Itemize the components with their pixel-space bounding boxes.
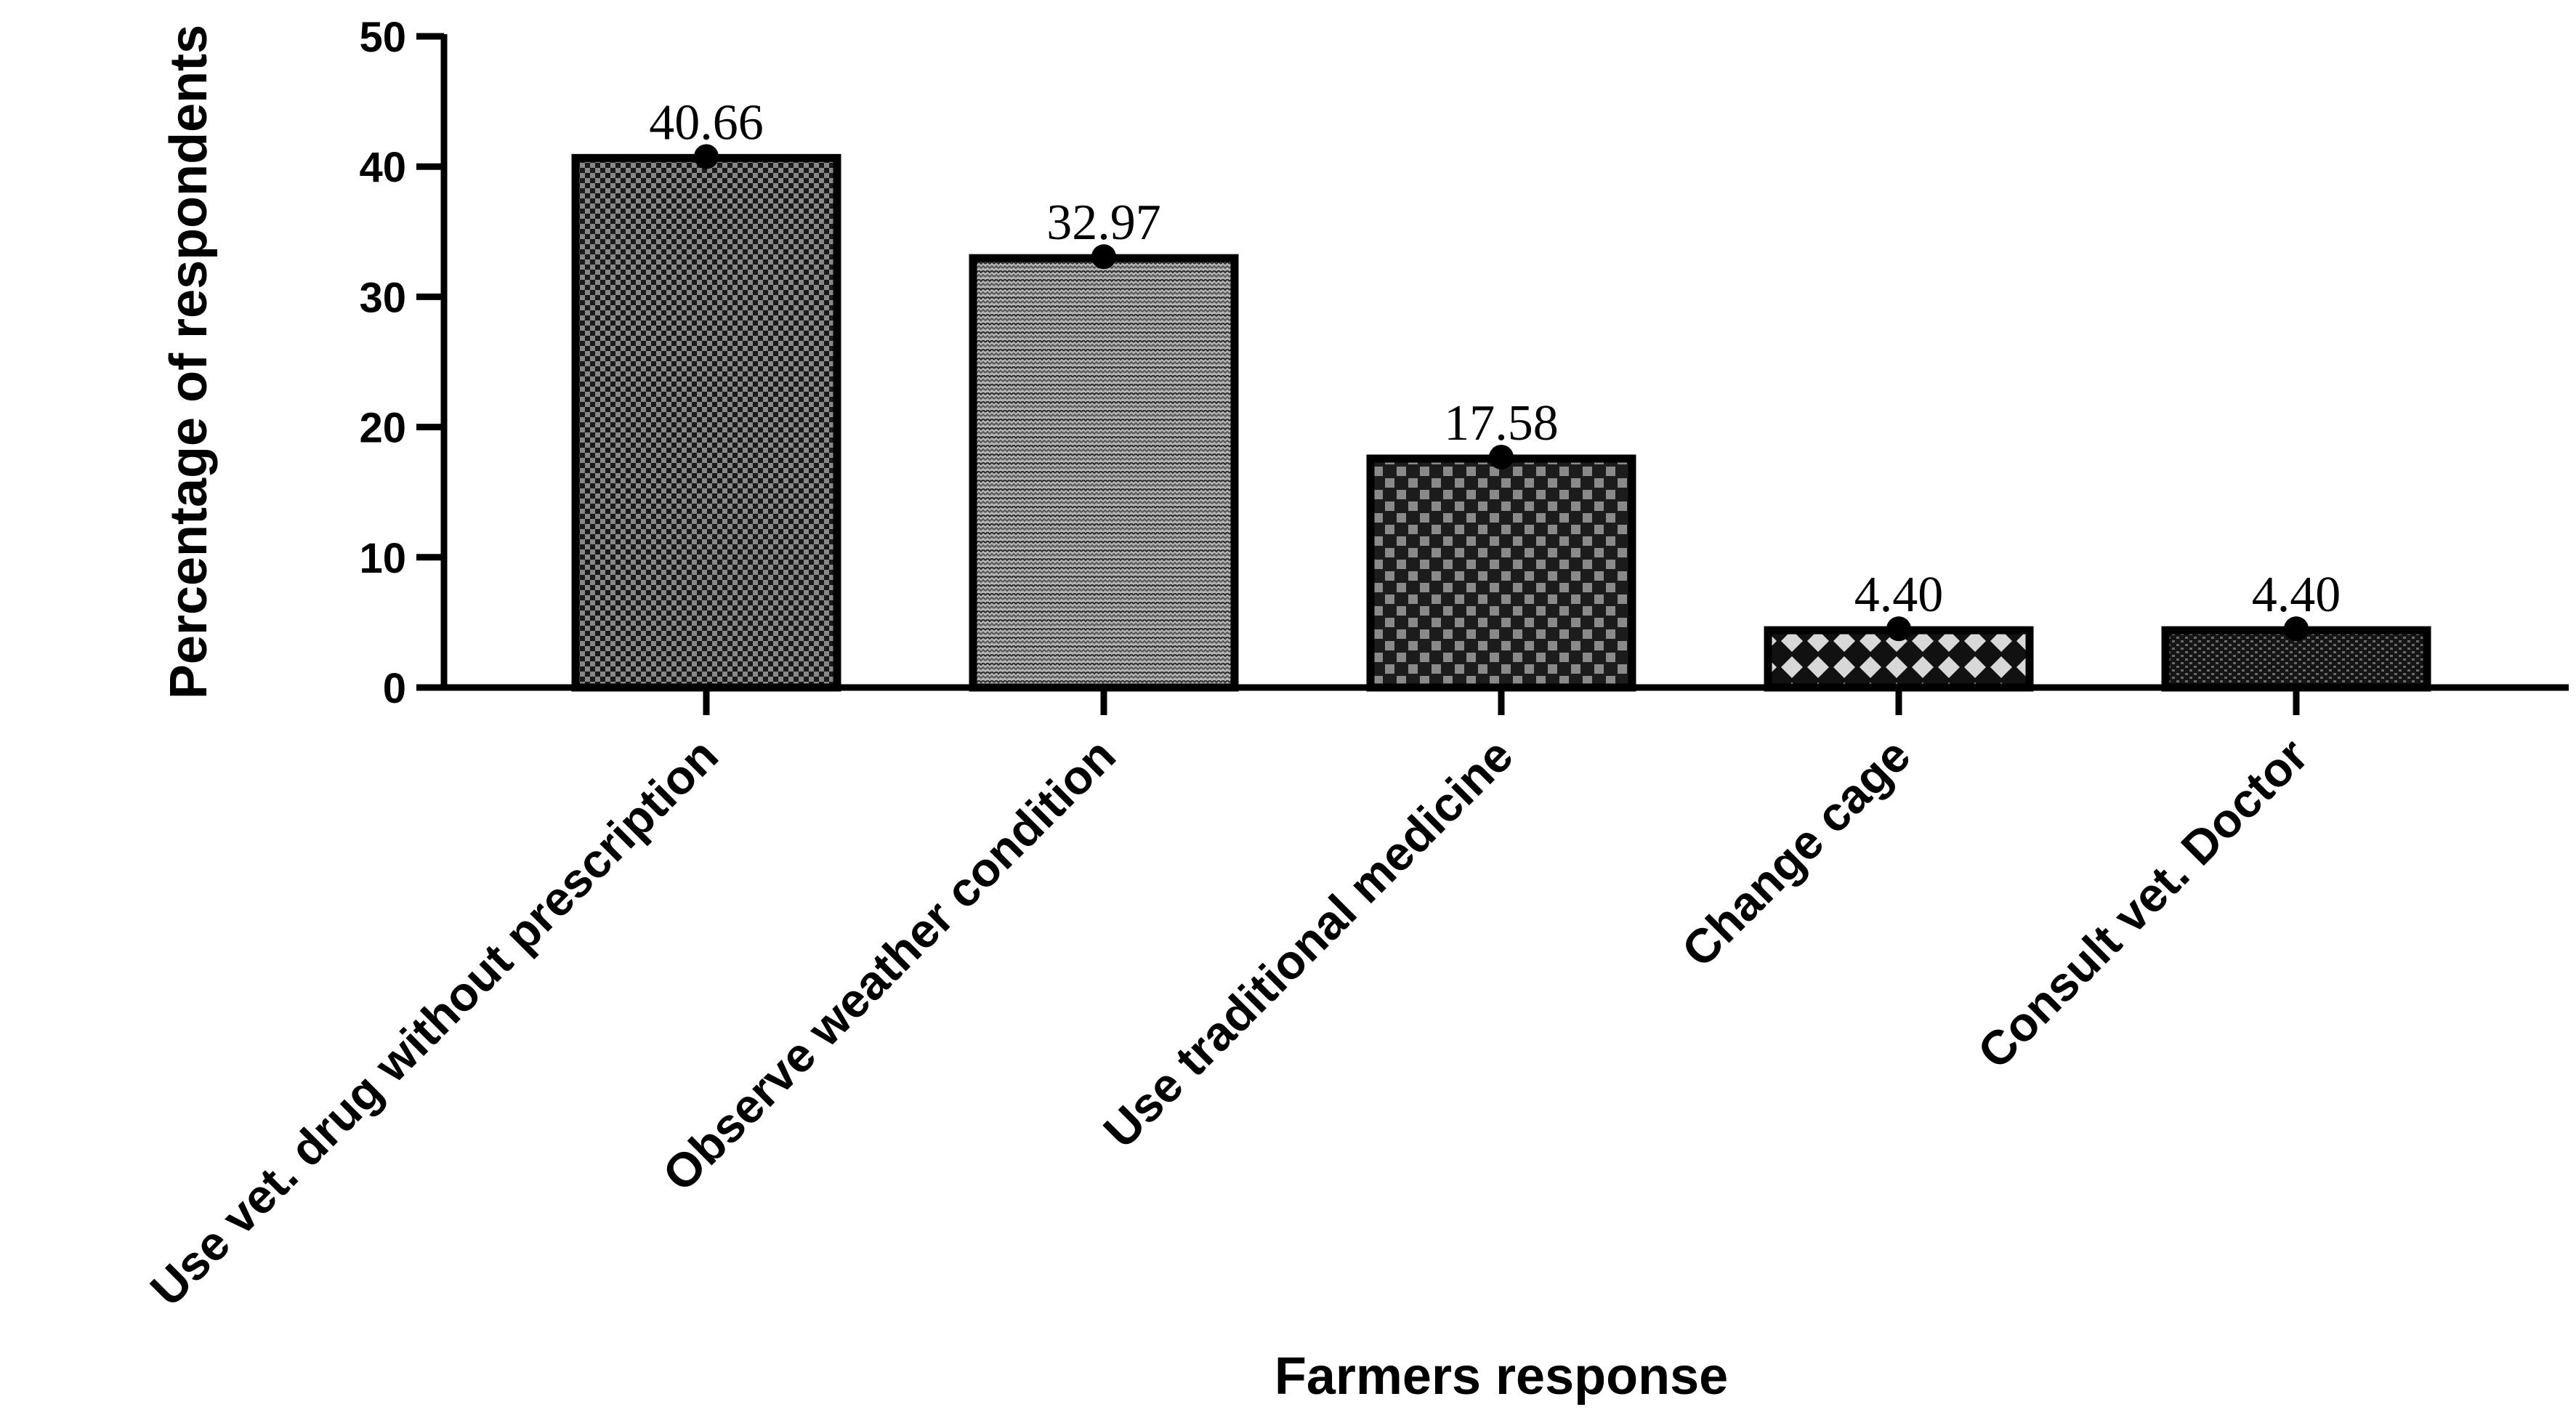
y-tick-label: 10	[359, 535, 406, 582]
data-label: 17.58	[1444, 395, 1559, 451]
x-tick-label: Change cage	[1671, 728, 1921, 977]
x-tick-label: Use vet. drug without prescription	[140, 728, 727, 1316]
y-tick-label: 20	[359, 405, 406, 452]
bar	[571, 153, 841, 692]
y-tick-label: 50	[359, 14, 406, 61]
y-tick-label: 30	[359, 274, 406, 321]
data-label: 40.66	[649, 94, 764, 150]
x-tick-label: Consult vet. Doctor	[1967, 728, 2318, 1079]
x-tick-label: Use traditional medicine	[1093, 728, 1523, 1158]
x-tick-label: Observe weather condition	[652, 728, 1125, 1201]
data-point	[1489, 444, 1514, 469]
data-point	[1886, 616, 1911, 642]
data-label: 32.97	[1046, 195, 1161, 251]
bar	[1366, 454, 1636, 692]
data-point	[694, 144, 719, 169]
data-label: 4.40	[2252, 567, 2341, 623]
y-tick-label: 40	[359, 144, 406, 191]
y-axis-title: Percentage of respondents	[160, 25, 218, 699]
y-tick-label: 0	[383, 665, 406, 712]
data-label: 4.40	[1854, 567, 1944, 623]
data-point	[2284, 616, 2309, 642]
bar	[969, 254, 1239, 692]
data-point	[1091, 244, 1116, 270]
x-axis-title: Farmers response	[1275, 1347, 1728, 1406]
